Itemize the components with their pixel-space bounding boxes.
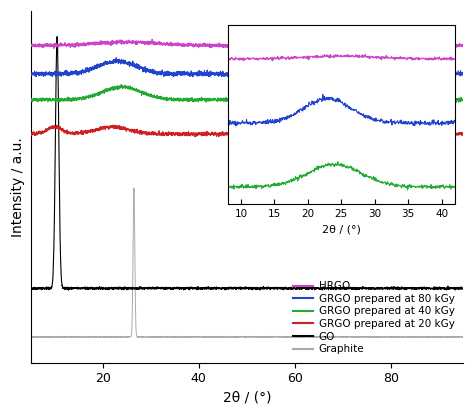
- X-axis label: 2θ / (°): 2θ / (°): [322, 224, 361, 234]
- X-axis label: 2θ / (°): 2θ / (°): [222, 391, 271, 405]
- Legend: HRGO, GRGO prepared at 80 kGy, GRGO prepared at 40 kGy, GRGO prepared at 20 kGy,: HRGO, GRGO prepared at 80 kGy, GRGO prep…: [290, 278, 458, 357]
- Y-axis label: Intensity / a.u.: Intensity / a.u.: [11, 137, 25, 237]
